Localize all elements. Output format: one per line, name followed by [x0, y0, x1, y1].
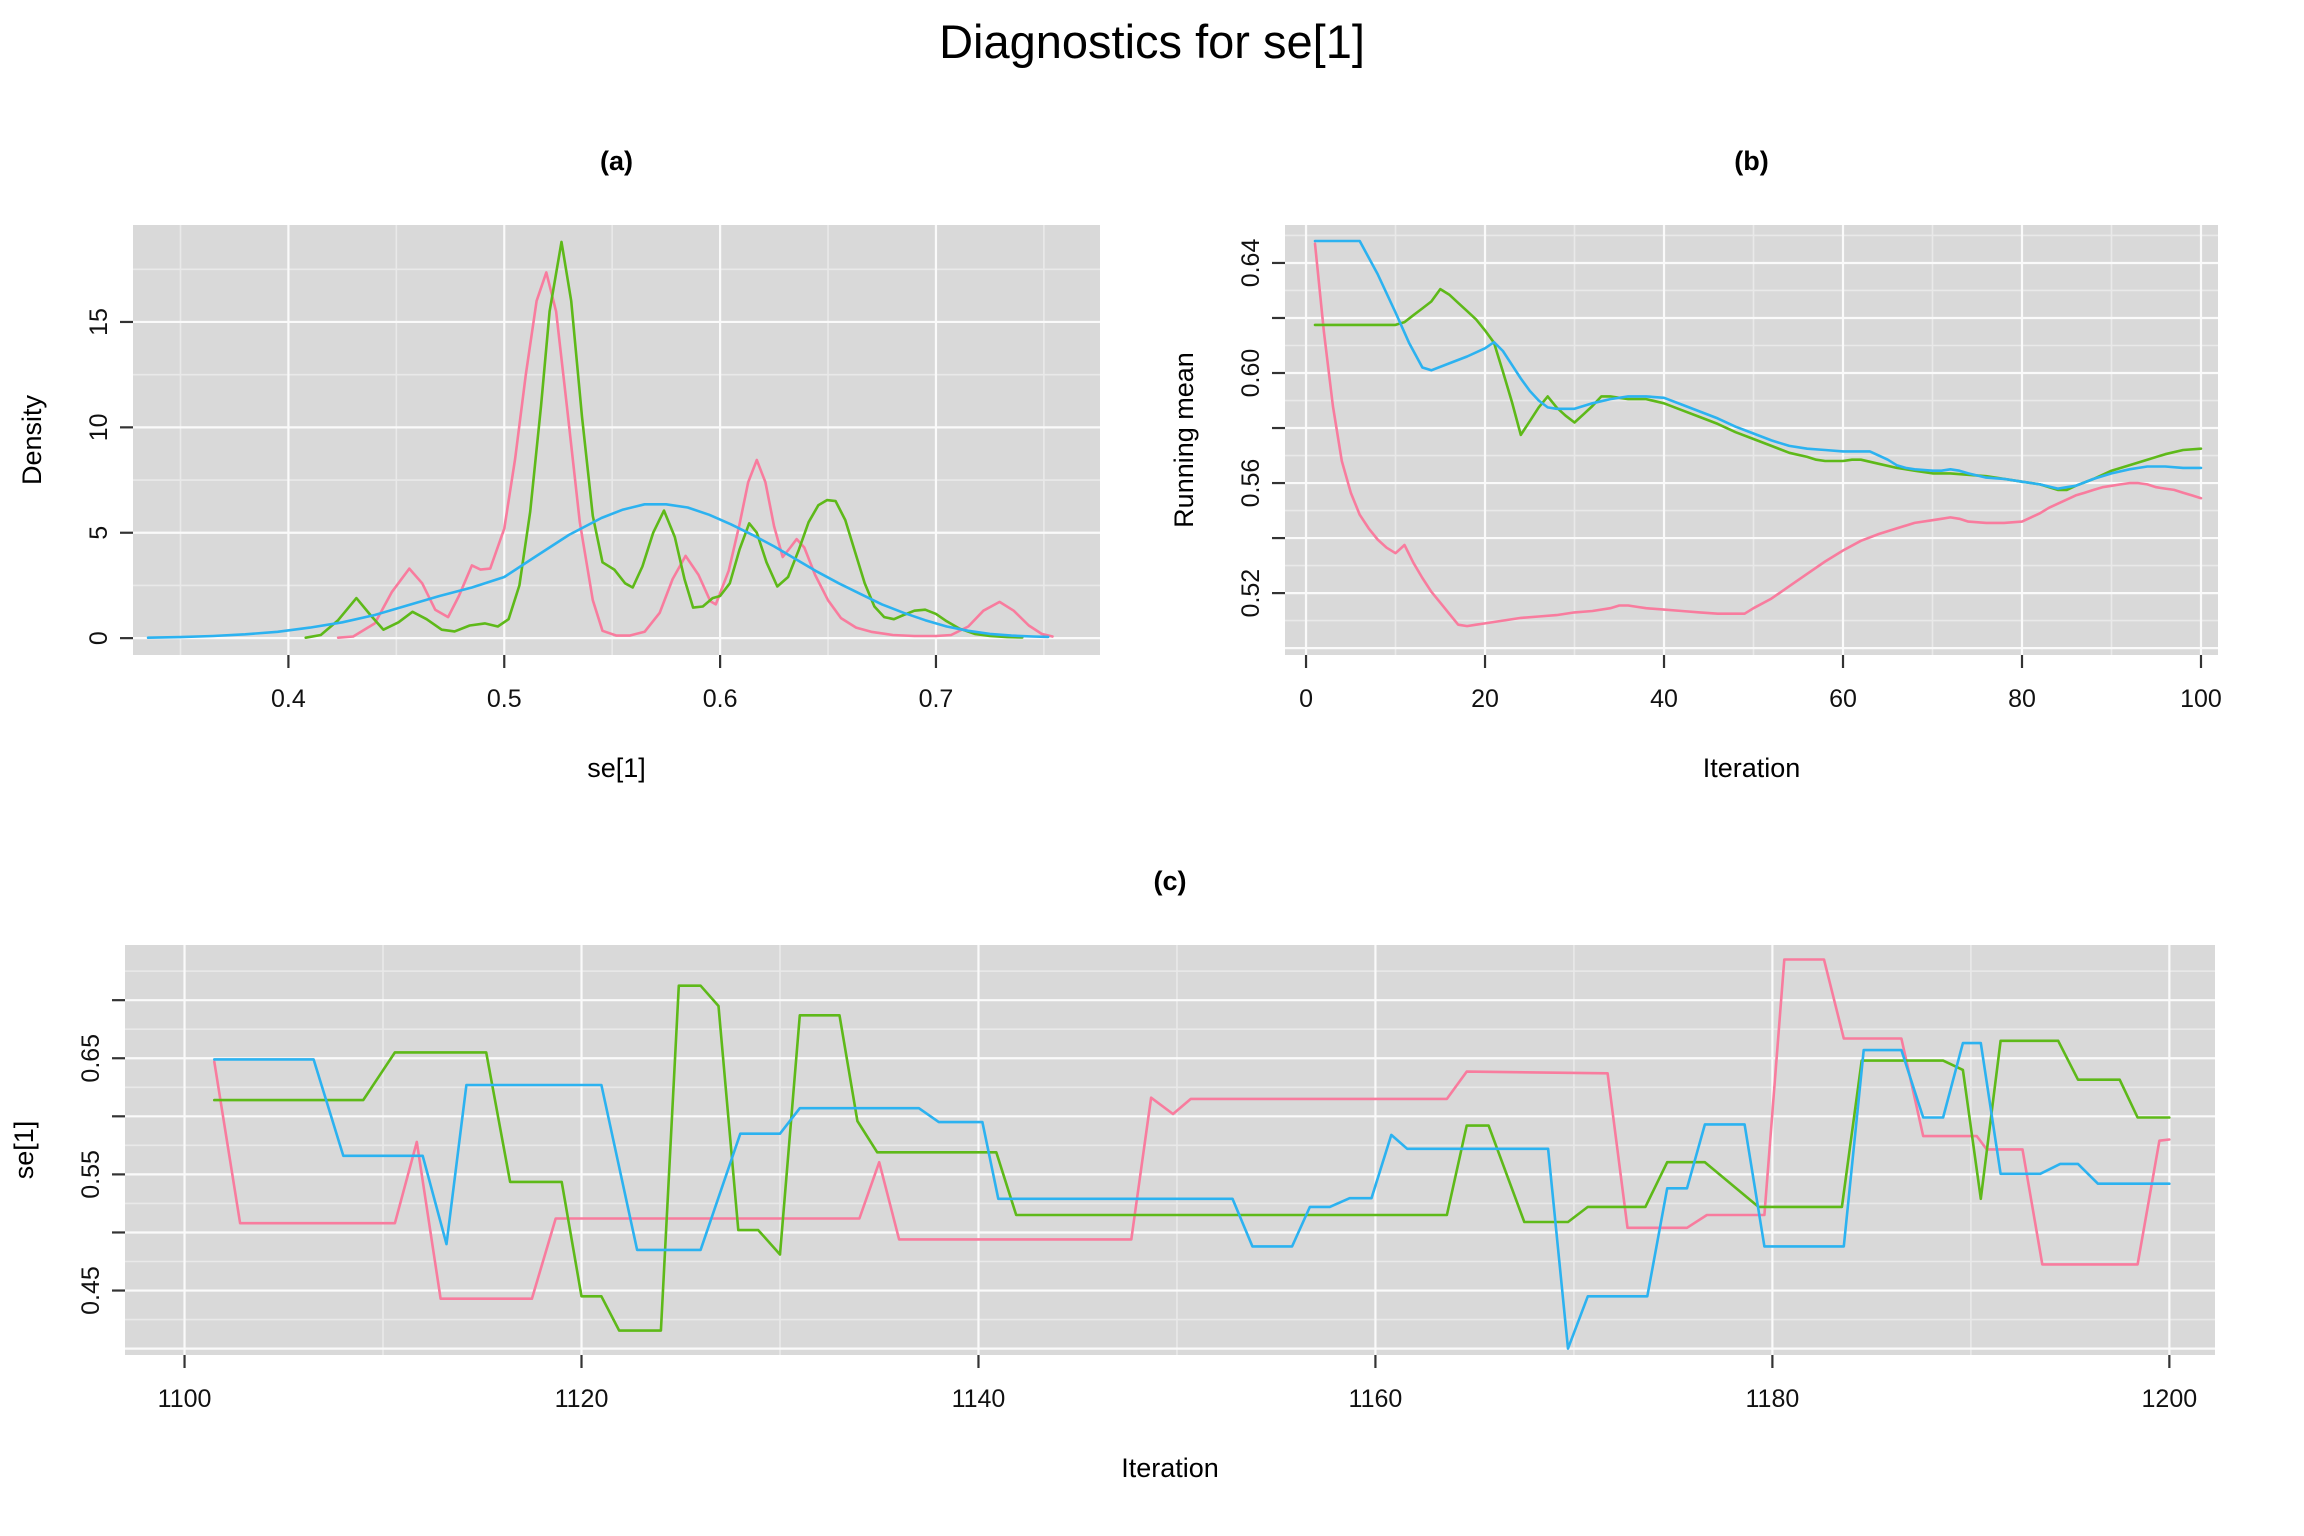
x-tick-label: 0: [1299, 685, 1313, 713]
panel-a-series-chain2: [304, 240, 1024, 640]
x-tick-label: 40: [1650, 685, 1678, 713]
x-tick-label: 60: [1829, 685, 1857, 713]
panel-b-ylabel: Running mean: [1169, 352, 1199, 528]
y-tick-label: 0.65: [77, 1034, 105, 1083]
panel-a-background: [133, 225, 1100, 655]
figure-title: Diagnostics for se[1]: [939, 15, 1365, 68]
panel-a-series-chain1: [336, 271, 1054, 640]
y-tick-label: 0.45: [77, 1266, 105, 1315]
x-tick-label: 0.4: [271, 685, 306, 713]
panel-a-series-chain3: [146, 502, 1050, 640]
y-tick-label: 5: [85, 526, 113, 540]
panel-b-title: (b): [1734, 146, 1768, 176]
x-tick-label: 0.5: [487, 685, 522, 713]
y-tick-label: 0.55: [77, 1150, 105, 1199]
x-tick-label: 1120: [555, 1385, 609, 1413]
x-tick-label: 80: [2008, 685, 2036, 713]
x-tick-label: 100: [2180, 685, 2222, 713]
panel-c-title: (c): [1154, 866, 1187, 896]
panel-a: 0.4 0.5 0.6 0.7 0 5 10 15 (a) se[1] Density: [17, 146, 1100, 783]
y-tick-label: 15: [85, 308, 113, 336]
panel-b-xlabel: Iteration: [1703, 753, 1801, 783]
x-tick-label: 1100: [158, 1385, 212, 1413]
y-tick-label: 0.64: [1237, 239, 1265, 288]
y-tick-label: 10: [85, 413, 113, 441]
x-tick-label: 1140: [952, 1385, 1006, 1413]
panel-b-series-chain1: [1313, 242, 2203, 628]
panel-b-series-chain3: [1313, 239, 2203, 490]
x-tick-label: 1160: [1349, 1385, 1403, 1413]
panel-c-series-chain2: [213, 984, 2171, 1332]
panel-c-xlabel: Iteration: [1121, 1453, 1219, 1483]
panel-c-ylabel: se[1]: [9, 1121, 39, 1180]
panel-c-series-chain3: [213, 1041, 2171, 1350]
x-tick-label: 20: [1471, 685, 1499, 713]
y-tick-label: 0.56: [1237, 459, 1265, 508]
panel-c: 1100 1120 1140 1160 1180 1200 0.45 0.55 0.65 (c) I…: [9, 866, 2215, 1483]
x-tick-label: 1200: [2142, 1385, 2198, 1413]
panel-a-xlabel: se[1]: [587, 753, 646, 783]
panel-a-title: (a): [600, 146, 633, 176]
panel-c-series-chain1: [213, 958, 2171, 1300]
panel-b-background: [1285, 225, 2218, 655]
y-tick-label: 0.60: [1237, 349, 1265, 398]
x-tick-label: 1180: [1746, 1385, 1800, 1413]
panel-a-ylabel: Density: [17, 394, 47, 485]
y-tick-label: 0: [85, 631, 113, 645]
panel-b: 0 20 40 60 80 100 0.52 0.56 0.60 0.64 (b) Iteration…: [1169, 146, 2222, 783]
panel-c-background: [125, 945, 2215, 1355]
x-tick-label: 0.7: [919, 685, 954, 713]
y-tick-label: 0.52: [1237, 569, 1265, 618]
x-tick-label: 0.6: [703, 685, 738, 713]
